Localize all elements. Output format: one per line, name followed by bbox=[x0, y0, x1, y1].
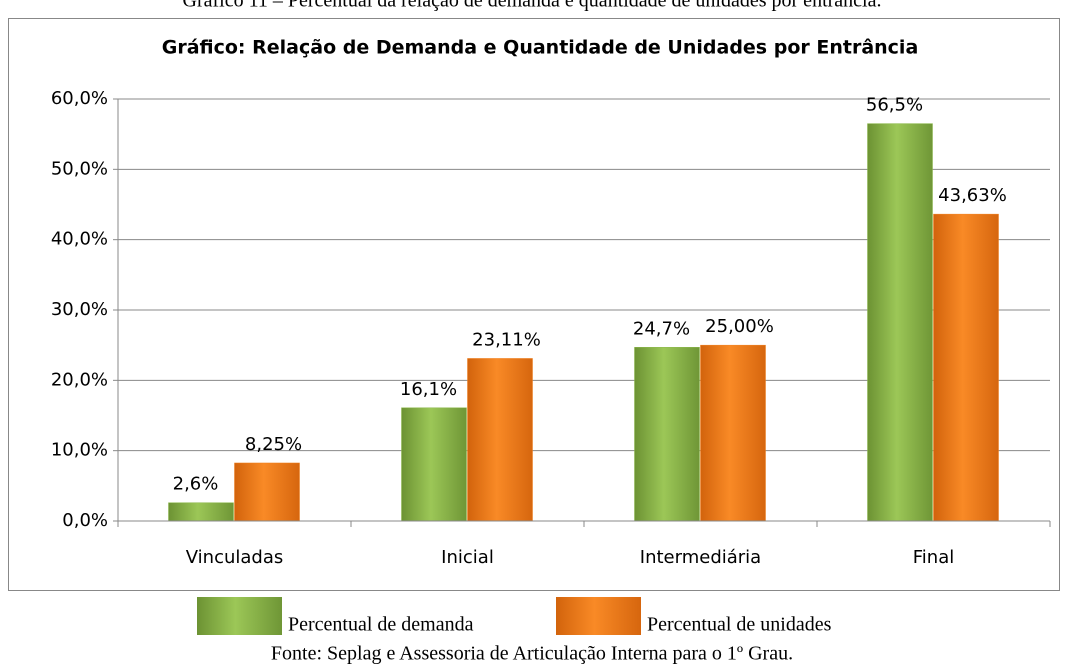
data-label: 25,00% bbox=[705, 316, 774, 337]
y-tick-label: 50,0% bbox=[51, 158, 108, 179]
bar bbox=[634, 347, 700, 522]
legend-swatch bbox=[556, 597, 641, 635]
data-label: 43,63% bbox=[938, 185, 1007, 206]
x-tick-label: Inicial bbox=[441, 547, 494, 568]
data-label: 16,1% bbox=[400, 379, 457, 400]
y-tick-label: 10,0% bbox=[51, 440, 108, 461]
data-label: 24,7% bbox=[633, 318, 690, 339]
x-tick-label: Intermediária bbox=[640, 547, 761, 568]
x-tick-label: Vinculadas bbox=[186, 547, 284, 568]
data-label: 8,25% bbox=[245, 434, 302, 455]
y-tick-label: 60,0% bbox=[51, 88, 108, 109]
legend-label: Percentual de unidades bbox=[647, 614, 832, 636]
bar bbox=[467, 358, 533, 522]
bar bbox=[867, 123, 933, 522]
caption: Gráfico 11 – Percentual da relação de de… bbox=[183, 0, 882, 12]
y-tick-label: 0,0% bbox=[62, 510, 108, 531]
x-tick-label: Final bbox=[913, 547, 954, 568]
y-tick-label: 20,0% bbox=[51, 369, 108, 390]
data-label: 2,6% bbox=[173, 474, 219, 495]
source: Fonte: Seplag e Assessoria de Articulaçã… bbox=[271, 643, 793, 665]
y-tick-label: 30,0% bbox=[51, 299, 108, 320]
legend-swatch bbox=[197, 597, 282, 635]
data-label: 56,5% bbox=[866, 95, 923, 116]
y-tick-label: 40,0% bbox=[51, 229, 108, 250]
legend-label: Percentual de demanda bbox=[288, 614, 474, 636]
bar bbox=[234, 462, 300, 522]
bar bbox=[700, 344, 766, 522]
bar bbox=[168, 502, 234, 522]
bar bbox=[401, 407, 467, 522]
chart-title: Gráfico: Relação de Demanda e Quantidade… bbox=[162, 37, 919, 59]
data-label: 23,11% bbox=[472, 329, 541, 350]
bar bbox=[933, 213, 999, 522]
